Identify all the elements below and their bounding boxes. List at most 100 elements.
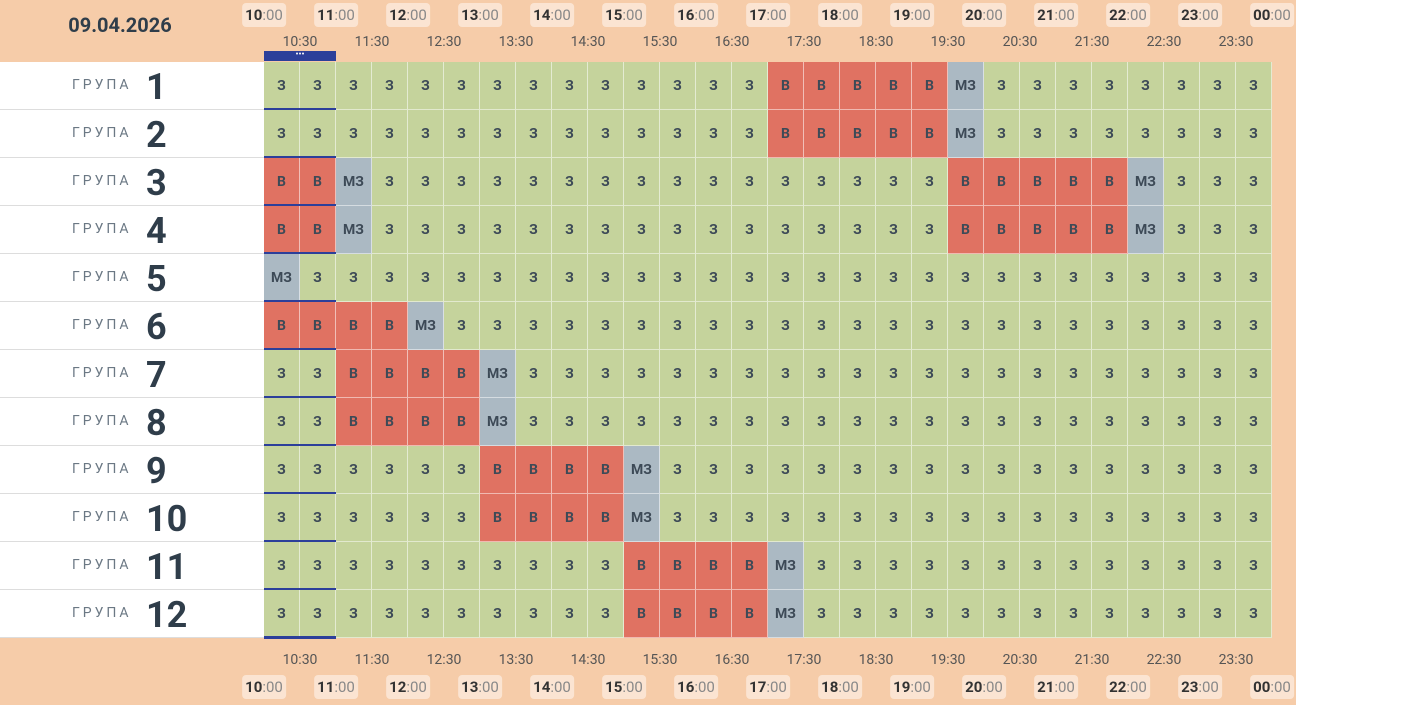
slot-cell[interactable]: З xyxy=(1128,446,1164,494)
slot-cell[interactable]: З xyxy=(1236,302,1272,350)
slot-cell[interactable]: З xyxy=(840,206,876,254)
slot-cell[interactable]: В xyxy=(264,302,300,350)
slot-cell[interactable]: З xyxy=(984,62,1020,110)
slot-cell[interactable]: В xyxy=(300,302,336,350)
slot-cell[interactable]: З xyxy=(480,542,516,590)
slot-cell[interactable]: З xyxy=(1236,542,1272,590)
slot-cell[interactable]: З xyxy=(984,542,1020,590)
slot-cell[interactable]: З xyxy=(696,110,732,158)
slot-cell[interactable]: З xyxy=(408,158,444,206)
slot-cell[interactable]: З xyxy=(768,398,804,446)
slot-cell[interactable]: З xyxy=(1092,110,1128,158)
slot-cell[interactable]: З xyxy=(300,350,336,398)
slot-cell[interactable]: З xyxy=(768,302,804,350)
slot-cell[interactable]: З xyxy=(1200,302,1236,350)
slot-cell[interactable]: З xyxy=(1020,494,1056,542)
slot-cell[interactable]: З xyxy=(804,302,840,350)
slot-cell[interactable]: МЗ xyxy=(768,590,804,638)
slot-cell[interactable]: З xyxy=(1056,542,1092,590)
slot-cell[interactable]: В xyxy=(1020,206,1056,254)
slot-cell[interactable]: В xyxy=(876,110,912,158)
slot-cell[interactable]: З xyxy=(912,398,948,446)
slot-cell[interactable]: З xyxy=(444,62,480,110)
slot-cell[interactable]: В xyxy=(912,62,948,110)
slot-cell[interactable]: З xyxy=(876,158,912,206)
slot-cell[interactable]: З xyxy=(660,398,696,446)
slot-cell[interactable]: З xyxy=(624,254,660,302)
slot-cell[interactable]: З xyxy=(732,302,768,350)
slot-cell[interactable]: З xyxy=(480,590,516,638)
slot-cell[interactable]: З xyxy=(912,206,948,254)
slot-cell[interactable]: З xyxy=(1056,446,1092,494)
slot-cell[interactable]: МЗ xyxy=(1128,158,1164,206)
slot-cell[interactable]: З xyxy=(768,206,804,254)
slot-cell[interactable]: В xyxy=(840,62,876,110)
slot-cell[interactable]: З xyxy=(660,494,696,542)
slot-cell[interactable]: З xyxy=(1092,542,1128,590)
slot-cell[interactable]: З xyxy=(804,446,840,494)
slot-cell[interactable]: З xyxy=(516,590,552,638)
slot-cell[interactable]: З xyxy=(840,398,876,446)
slot-cell[interactable]: З xyxy=(552,590,588,638)
slot-cell[interactable]: В xyxy=(660,542,696,590)
slot-cell[interactable]: З xyxy=(804,542,840,590)
slot-cell[interactable]: З xyxy=(696,254,732,302)
slot-cell[interactable]: З xyxy=(768,446,804,494)
slot-cell[interactable]: З xyxy=(264,542,300,590)
slot-cell[interactable]: В xyxy=(300,206,336,254)
slot-cell[interactable]: З xyxy=(1020,398,1056,446)
slot-cell[interactable]: З xyxy=(840,446,876,494)
slot-cell[interactable]: З xyxy=(1164,398,1200,446)
slot-cell[interactable]: МЗ xyxy=(948,110,984,158)
slot-cell[interactable]: З xyxy=(1200,542,1236,590)
slot-cell[interactable]: З xyxy=(552,206,588,254)
slot-cell[interactable]: З xyxy=(300,542,336,590)
slot-cell[interactable]: З xyxy=(552,254,588,302)
slot-cell[interactable]: З xyxy=(660,110,696,158)
slot-cell[interactable]: З xyxy=(696,158,732,206)
slot-cell[interactable]: З xyxy=(408,494,444,542)
slot-cell[interactable]: З xyxy=(1200,254,1236,302)
slot-cell[interactable]: В xyxy=(876,62,912,110)
slot-cell[interactable]: З xyxy=(408,110,444,158)
slot-cell[interactable]: З xyxy=(1200,110,1236,158)
slot-cell[interactable]: З xyxy=(1236,254,1272,302)
slot-cell[interactable]: З xyxy=(840,590,876,638)
slot-cell[interactable]: В xyxy=(552,494,588,542)
slot-cell[interactable]: МЗ xyxy=(948,62,984,110)
slot-cell[interactable]: З xyxy=(336,254,372,302)
slot-cell[interactable]: З xyxy=(588,254,624,302)
slot-cell[interactable]: З xyxy=(1020,446,1056,494)
slot-cell[interactable]: З xyxy=(588,62,624,110)
slot-cell[interactable]: З xyxy=(660,62,696,110)
slot-cell[interactable]: З xyxy=(1128,494,1164,542)
slot-cell[interactable]: З xyxy=(660,254,696,302)
slot-cell[interactable]: З xyxy=(768,494,804,542)
slot-cell[interactable]: З xyxy=(1164,494,1200,542)
slot-cell[interactable]: З xyxy=(876,590,912,638)
slot-cell[interactable]: З xyxy=(696,494,732,542)
slot-cell[interactable]: З xyxy=(1128,110,1164,158)
slot-cell[interactable]: З xyxy=(660,446,696,494)
slot-cell[interactable]: З xyxy=(732,494,768,542)
slot-cell[interactable]: МЗ xyxy=(480,398,516,446)
slot-cell[interactable]: З xyxy=(408,590,444,638)
slot-cell[interactable]: З xyxy=(624,398,660,446)
slot-cell[interactable]: З xyxy=(1092,494,1128,542)
slot-cell[interactable]: З xyxy=(912,350,948,398)
slot-cell[interactable]: З xyxy=(1056,494,1092,542)
slot-cell[interactable]: З xyxy=(660,206,696,254)
slot-cell[interactable]: В xyxy=(516,446,552,494)
slot-cell[interactable]: З xyxy=(516,62,552,110)
slot-cell[interactable]: З xyxy=(912,542,948,590)
slot-cell[interactable]: З xyxy=(876,398,912,446)
slot-cell[interactable]: З xyxy=(336,494,372,542)
slot-cell[interactable]: З xyxy=(876,446,912,494)
slot-cell[interactable]: З xyxy=(480,158,516,206)
slot-cell[interactable]: З xyxy=(768,158,804,206)
slot-cell[interactable]: З xyxy=(948,542,984,590)
slot-cell[interactable]: З xyxy=(948,350,984,398)
slot-cell[interactable]: В xyxy=(912,110,948,158)
slot-cell[interactable]: З xyxy=(480,206,516,254)
slot-cell[interactable]: В xyxy=(588,494,624,542)
